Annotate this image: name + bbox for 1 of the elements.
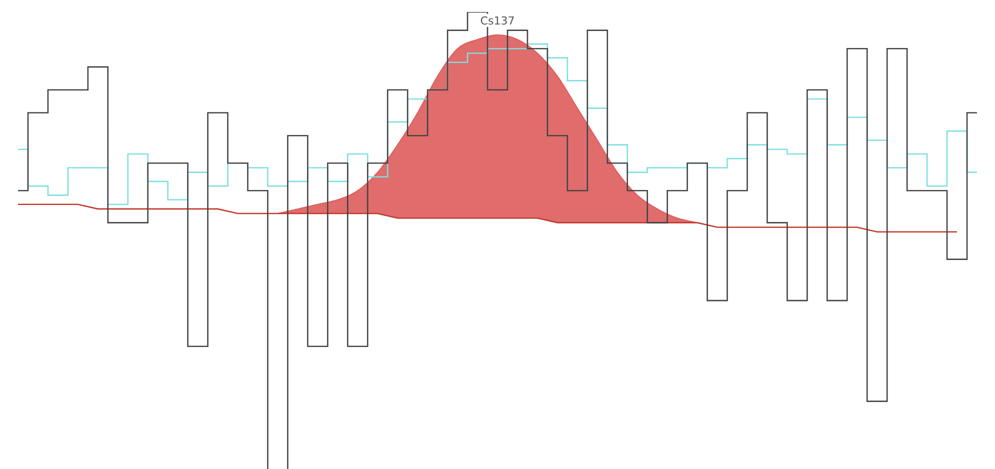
annotation: Cs137: [480, 14, 515, 28]
